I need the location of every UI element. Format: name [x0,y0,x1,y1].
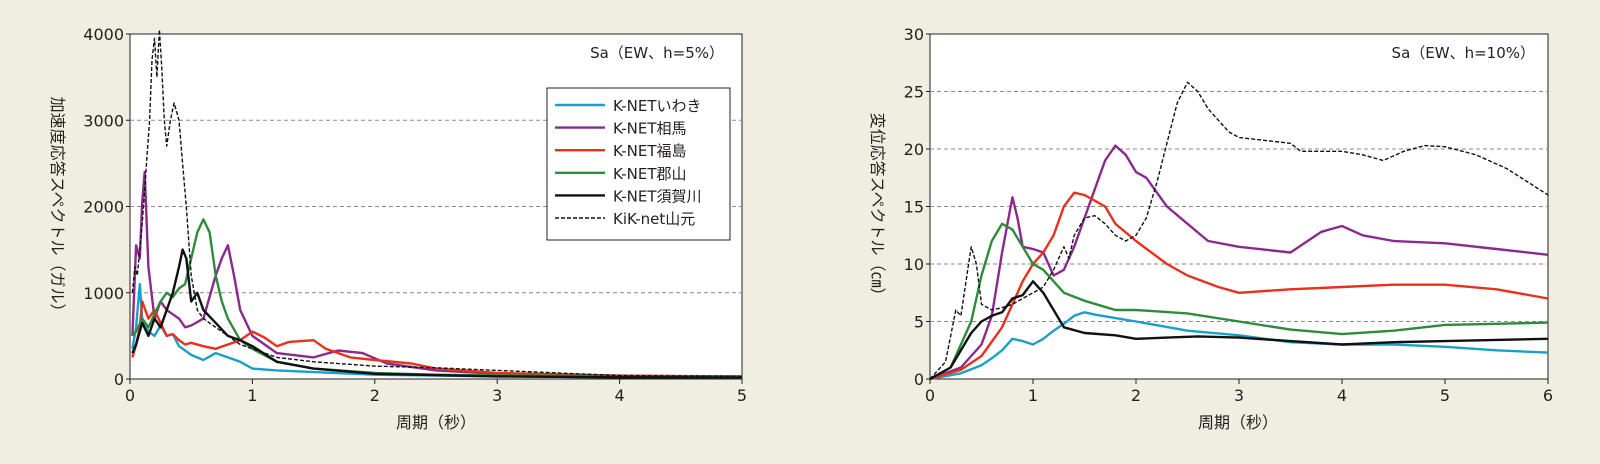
series-line-left-4 [131,248,743,379]
series-line-left-0 [131,282,743,379]
series-line-left-5 [131,29,743,378]
series-line-right-2 [929,191,1549,381]
x-tick-label-left: 1 [247,386,257,405]
axes-right: 0 5 10 15 20 25 30 0 1 2 3 4 5 6 [904,25,1553,405]
series-left [131,29,743,379]
x-tick-label-right: 1 [1028,386,1038,405]
annotation-left: Sa（EW、h=5%） [590,44,724,62]
legend-label: K-NET須賀川 [613,187,702,205]
x-tick-label-right: 0 [925,386,935,405]
x-tick-label-right: 6 [1543,386,1553,405]
annotation-right: Sa（EW、h=10%） [1392,44,1535,62]
y-tick-label-right: 30 [904,25,924,44]
y-tick-label-right: 25 [904,83,924,102]
y-axis-label-right: 変位応答スペクトル（㎝） [868,113,887,304]
y-tick-label-right: 10 [904,255,924,274]
y-tick-label-left: 3000 [83,111,124,130]
y-tick-label-left: 1000 [83,284,124,303]
x-tick-label-right: 4 [1337,386,1347,405]
series-line-right-5 [929,81,1549,380]
series-right [929,81,1549,381]
legend: K-NETいわき K-NET相馬 K-NET福島 K-NET郡山 K-NET須賀川 KiK… [546,87,731,241]
chart-right: 0 5 10 15 20 25 30 0 1 2 3 4 5 6 Sa（EW、h=10%） 周期（秒） 変… [868,25,1553,432]
series-line-right-4 [929,280,1549,381]
series-line-right-3 [929,222,1549,381]
y-tick-label-right: 15 [904,198,924,217]
x-tick-label-right: 3 [1234,386,1244,405]
y-tick-label-right: 20 [904,140,924,159]
y-tick-label-right: 5 [914,313,924,332]
y-tick-label-right: 0 [914,370,924,389]
legend-label: K-NET郡山 [613,165,687,183]
x-axis-label-right: 周期（秒） [1198,413,1278,432]
legend-label: K-NETいわき [613,97,702,115]
x-tick-label-right: 5 [1440,386,1450,405]
axes-left: 0 1000 2000 3000 4000 0 1 2 3 4 5 [83,25,747,405]
x-tick-label-left: 3 [492,386,502,405]
legend-label: K-NET福島 [613,142,687,160]
x-tick-label-left: 0 [125,386,135,405]
series-line-left-2 [131,300,743,378]
chart-left: 0 1000 2000 3000 4000 0 1 2 3 4 5 Sa（EW、h=5%） 周期（秒… [48,25,747,432]
y-tick-label-left: 0 [114,370,124,389]
legend-label: KiK-net山元 [613,210,695,228]
y-tick-label-left: 4000 [83,25,124,44]
legend-label: K-NET相馬 [613,120,687,138]
x-tick-label-left: 2 [370,386,380,405]
y-axis-label-left: 加速度応答スペクトル（ガル） [48,97,67,320]
legend-box [546,87,731,241]
x-tick-label-left: 5 [737,386,747,405]
y-tick-label-left: 2000 [83,198,124,217]
x-axis-label-left: 周期（秒） [396,413,476,432]
x-tick-label-left: 4 [615,386,625,405]
gridlines-left [130,119,742,294]
x-tick-label-right: 2 [1131,386,1141,405]
series-line-right-1 [929,144,1549,381]
